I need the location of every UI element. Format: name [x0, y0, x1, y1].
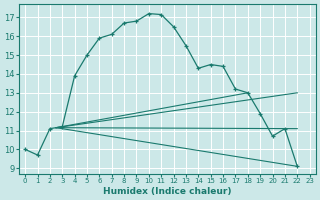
X-axis label: Humidex (Indice chaleur): Humidex (Indice chaleur) — [103, 187, 232, 196]
